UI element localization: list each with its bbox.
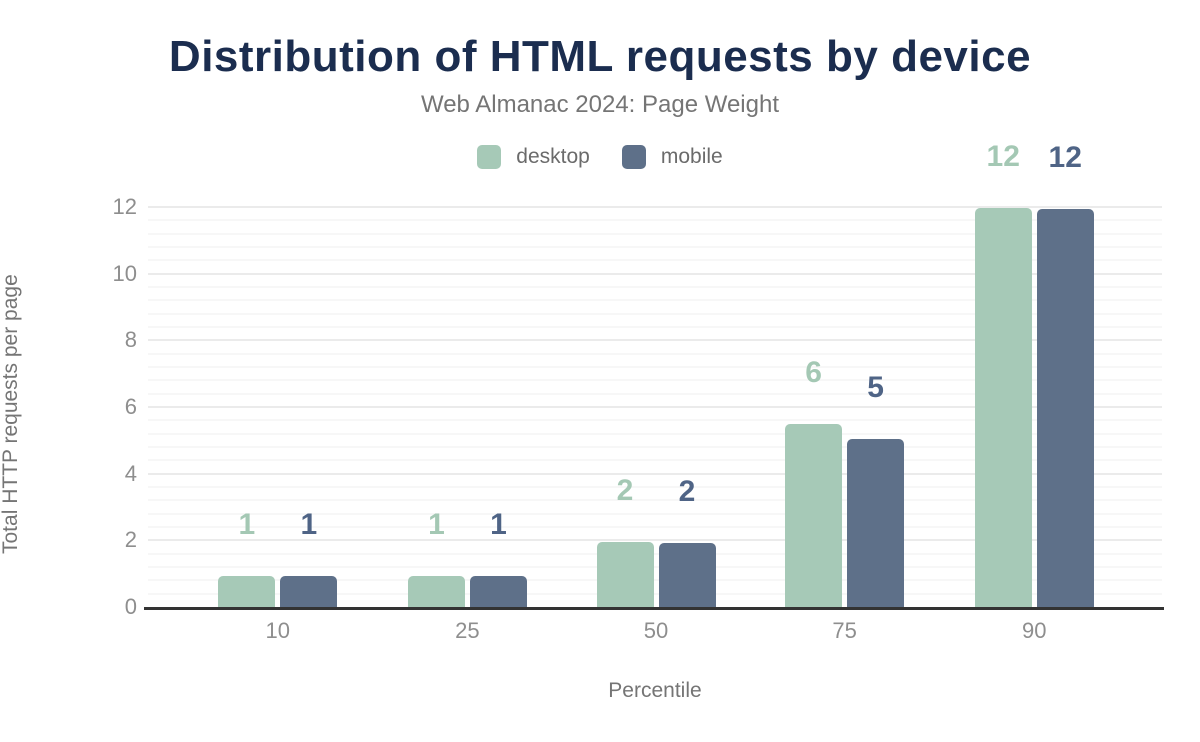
legend-swatch-desktop [477,145,502,169]
y-tick-label: 12 [112,194,137,219]
minor-gridline [148,512,1162,515]
bar-value-label-mobile: 12 [1048,140,1082,174]
minor-gridline [148,312,1162,315]
legend-swatch-mobile [621,145,646,169]
minor-gridline [148,552,1162,555]
minor-gridline [148,526,1162,528]
minor-gridline [148,419,1162,422]
major-gridline [148,272,1162,275]
bar-mobile-p50[interactable] [658,542,716,607]
y-axis-title: Total HTTP requests per page [0,274,22,554]
legend-item-mobile[interactable]: mobile [621,145,723,169]
y-tick-label: 2 [124,527,137,553]
x-tick-label: 10 [265,618,291,643]
minor-gridline [148,379,1162,382]
x-axis-title: Percentile [608,679,702,702]
x-tick-label: 75 [832,618,857,643]
minor-gridline [148,246,1162,248]
minor-gridline [148,219,1162,222]
chart-title: Distribution of HTML requests by device [168,32,1032,81]
bar-value-label-mobile: 5 [867,370,884,404]
bar-mobile-p75[interactable] [847,438,905,607]
minor-gridline [148,352,1162,355]
bar-value-label-desktop: 1 [428,508,445,541]
bar-mobile-p90[interactable] [1036,208,1094,607]
minor-gridline [148,232,1162,235]
y-tick-label: 6 [124,394,137,419]
y-tick-label: 4 [124,460,137,486]
minor-gridline [148,432,1162,435]
minor-gridline [148,392,1162,395]
minor-gridline [148,446,1162,448]
y-tick-label: 0 [124,594,137,619]
minor-gridline [148,592,1162,595]
major-gridline [148,539,1162,542]
plot-area: 1 1 1 1 2 2 6 5 12 12 [144,142,1164,610]
major-gridline [148,339,1162,342]
bar-value-label-mobile: 2 [678,474,696,508]
legend-label-mobile: mobile [660,145,723,168]
minor-gridline [148,366,1162,368]
y-tick-label: 8 [124,327,137,353]
minor-gridline [148,259,1162,262]
minor-gridline [148,326,1162,328]
bar-desktop-p90[interactable] [974,208,1032,607]
bar-mobile-p25[interactable] [469,576,527,607]
major-gridline [148,472,1162,475]
minor-gridline [148,486,1162,488]
major-gridline [148,206,1162,208]
bar-value-label-desktop: 2 [616,474,634,507]
bar-value-label-desktop: 6 [805,355,822,389]
legend-item-desktop[interactable]: desktop [477,145,590,169]
bar-desktop-p75[interactable] [785,423,843,607]
bar-desktop-p10[interactable] [218,576,276,607]
legend: desktop mobile [0,142,1200,172]
x-axis-line [144,607,1164,610]
x-tick-label: 25 [455,618,480,643]
bar-desktop-p25[interactable] [407,576,465,607]
y-tick-label: 10 [112,260,137,286]
bar-value-label-mobile: 1 [490,508,507,541]
x-tick-label: 50 [643,618,669,643]
legend-label-desktop: desktop [516,145,590,168]
minor-gridline [148,299,1162,302]
minor-gridline [148,499,1162,502]
minor-gridline [148,566,1162,568]
bar-value-label-mobile: 1 [300,508,318,541]
minor-gridline [148,579,1162,582]
bar-mobile-p10[interactable] [280,576,338,607]
major-gridline [148,406,1162,408]
bar-value-label-desktop: 12 [986,140,1020,173]
chart-subtitle: Web Almanac 2024: Page Weight [420,91,779,118]
minor-gridline [148,286,1162,288]
minor-gridline [148,459,1162,462]
bar-desktop-p50[interactable] [596,542,654,607]
bar-value-label-desktop: 1 [238,508,256,541]
x-tick-label: 90 [1021,618,1047,643]
